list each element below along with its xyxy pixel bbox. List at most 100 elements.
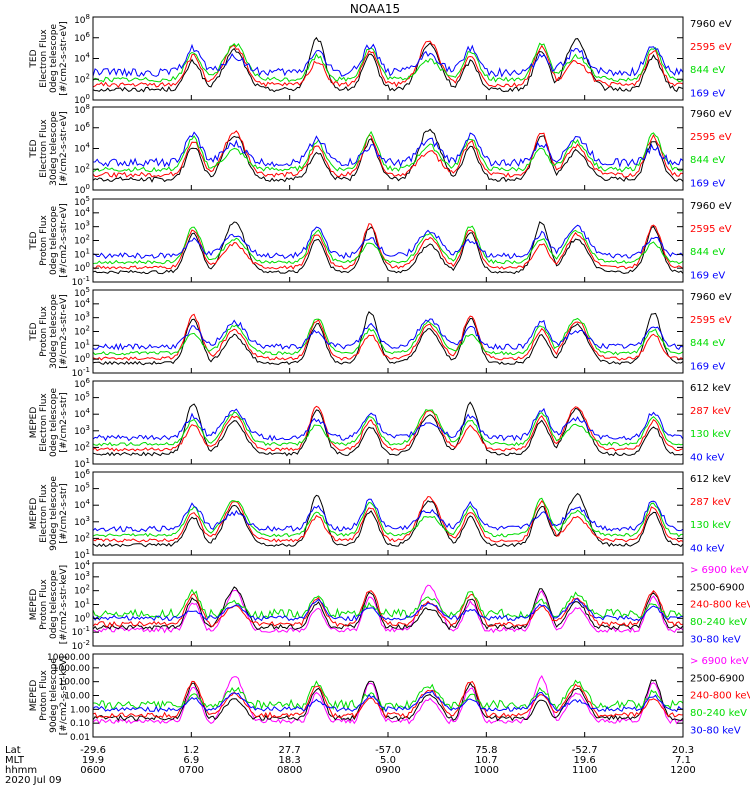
legend-entry: > 6900 keV <box>690 656 749 667</box>
y-tick-label: 100 <box>74 261 90 274</box>
series-line-80-240-kev <box>92 588 684 619</box>
series-line-844-ev <box>92 225 684 265</box>
panel-frame <box>92 653 684 738</box>
x-tick-label-hhmm: 0800 <box>277 765 302 776</box>
y-axis-label-line: [#/cm2-s-str] <box>59 483 69 543</box>
y-tick-label: 102 <box>74 531 90 544</box>
y-tick-label: 10000.00 <box>47 653 90 663</box>
y-tick-label: 100 <box>74 611 90 624</box>
series-line-2595-ev <box>92 130 684 179</box>
legend-entry: 844 eV <box>690 155 725 166</box>
series-line-240-800-kev <box>92 590 684 628</box>
y-tick-label: 101 <box>74 338 90 351</box>
y-axis-label-line: [#/cm2-s-str-eV] <box>59 111 69 186</box>
y-axis-label-line: 0deg telescope <box>49 24 59 94</box>
x-tick-label-mlt: 5.0 <box>380 755 396 766</box>
x-tick-label-hhmm: 0600 <box>80 765 105 776</box>
legend-entry: 240-800 keV <box>690 691 750 702</box>
series-line-240-800-kev <box>92 680 683 719</box>
legend-entry: 612 keV <box>690 383 731 394</box>
series-line-7960-ev <box>92 36 684 93</box>
legend-entry: 40 keV <box>690 543 724 554</box>
y-tick-label: 104 <box>74 407 90 420</box>
y-tick-label: 108 <box>74 13 90 26</box>
x-tick-label-mlt: 6.9 <box>183 755 199 766</box>
y-tick-label: 101 <box>74 247 90 260</box>
legend-entry: 240-800 keV <box>690 600 750 611</box>
legend-entry: 130 keV <box>690 429 731 440</box>
x-axis-labels: Lat MLT hhmm 2020 Jul 09 -29.6 1.2 27.7 -57… <box>5 745 696 786</box>
series-line-844-ev <box>92 42 684 83</box>
x-tick-label-lat: -52.7 <box>572 745 598 756</box>
x-tick-label-mlt: 19.9 <box>82 755 104 766</box>
y-tick-label: 103 <box>74 220 90 233</box>
x-tick-label-hhmm: 1200 <box>670 765 695 776</box>
y-tick-label: 104 <box>74 498 90 511</box>
panel-frame <box>92 562 684 647</box>
legend-entry: 844 eV <box>690 65 725 76</box>
legend-entry: 169 eV <box>690 88 725 99</box>
panel-frame <box>92 380 684 465</box>
y-axis-label-line: MEPED <box>29 407 39 439</box>
series-line-130-kev <box>92 497 683 538</box>
x-tick-label-hhmm: 1000 <box>474 765 499 776</box>
y-tick-label: 102 <box>74 325 90 338</box>
panel-frame <box>92 16 684 101</box>
legend-entry: 287 keV <box>690 406 731 417</box>
y-tick-label: 102 <box>74 162 90 175</box>
y-tick-label: 102 <box>74 584 90 597</box>
series-line-2500-6900 <box>92 586 684 631</box>
x-row-label-mlt: MLT <box>5 755 25 766</box>
y-tick-label: 104 <box>74 52 90 65</box>
y-axis-label-line: Proton Flux <box>39 215 49 266</box>
legend-entry: 169 eV <box>690 270 725 281</box>
y-axis-label-line: 90deg telescope <box>49 476 59 551</box>
legend-entry: 7960 eV <box>690 292 732 303</box>
series-line-169-ev <box>92 131 684 168</box>
y-axis-label-line: MEPED <box>29 589 39 621</box>
y-axis-label-line: [#/cm2-s-str] <box>59 392 69 452</box>
y-axis-label: TED Electron Flux 0deg telescope [#/cm2-s-s… <box>29 21 69 96</box>
legend-entry: 2595 eV <box>690 315 732 326</box>
series-line-2595-ev <box>92 313 684 361</box>
y-axis-label-line: Electron Flux <box>39 119 49 178</box>
y-tick-label: 100 <box>74 352 90 365</box>
series-line-2595-ev <box>92 40 684 88</box>
series-line-30-80-kev <box>92 598 684 622</box>
y-axis-label-line: MEPED <box>29 680 39 712</box>
series-line-80-240-kev <box>93 679 684 711</box>
x-row-label-date: 2020 Jul 09 <box>5 775 62 786</box>
y-axis-label: TED Electron Flux 30deg telescope [#/cm2-s-… <box>29 111 69 186</box>
series-line-7960-ev <box>92 310 684 366</box>
y-axis-label-line: 30deg telescope <box>49 111 59 186</box>
x-tick-label-lat: 75.8 <box>475 745 497 756</box>
panel-frame <box>92 471 684 556</box>
y-axis-label-line: Electron Flux <box>39 393 49 452</box>
legend-entry: > 6900 keV <box>690 565 749 576</box>
y-tick-label: 10-1 <box>72 625 90 638</box>
y-tick-label: 105 <box>74 482 90 495</box>
legend-entry: 130 keV <box>690 520 731 531</box>
legend-entry: 40 keV <box>690 452 724 463</box>
figure-title: NOAA15 <box>350 2 400 16</box>
legend-entry: 287 keV <box>690 497 731 508</box>
panel-frame <box>92 106 684 191</box>
y-axis-label-line: [#/cm2-s-str-keV] <box>59 565 69 644</box>
x-tick-label-hhmm: 0700 <box>179 765 204 776</box>
series-line-169-ev <box>92 318 684 351</box>
y-tick-label: 1000.00 <box>53 664 90 674</box>
y-axis-label: MEPED Electron Flux 90deg telescope [#/cm2-… <box>29 476 69 551</box>
y-tick-label: 102 <box>74 72 90 85</box>
y-axis-label-line: Electron Flux <box>39 484 49 543</box>
y-tick-label: 104 <box>74 142 90 155</box>
y-tick-label: 102 <box>74 440 90 453</box>
legend-entry: 2595 eV <box>690 132 732 143</box>
